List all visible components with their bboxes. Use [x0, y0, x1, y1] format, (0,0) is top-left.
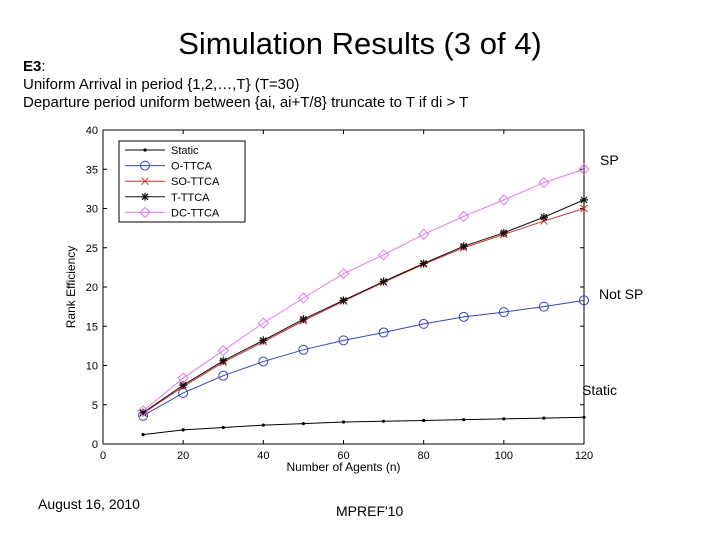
legend-entry: Static [171, 145, 199, 157]
data-point-static [261, 423, 265, 427]
experiment-label-line: E3: [23, 58, 468, 76]
data-point-static [422, 418, 426, 423]
arrival-description: Uniform Arrival in period {1,2,…,T} (T=3… [23, 76, 300, 93]
x-tick-label: 60 [337, 450, 349, 462]
data-point-t-ttca [259, 336, 268, 345]
y-tick-label: 10 [86, 361, 98, 373]
data-point-dc-ttca [538, 176, 550, 189]
footer-date: August 16, 2010 [38, 496, 140, 512]
data-point-static [221, 425, 225, 430]
data-point-o-ttca [538, 301, 549, 312]
departure-description: Departure period uniform between {ai, ai… [23, 94, 469, 111]
annotation-static: Static [582, 382, 618, 398]
data-point-dc-ttca [337, 267, 350, 280]
series-line-dc-ttca [142, 168, 585, 412]
y-tick-label: 15 [86, 321, 98, 333]
data-point-t-ttca [459, 242, 468, 251]
y-tick-label: 0 [92, 439, 98, 451]
data-point-o-ttca [258, 356, 269, 367]
data-point-o-ttca [338, 335, 349, 346]
y-tick-label: 25 [86, 243, 98, 255]
data-point-static [381, 419, 386, 423]
legend-marker [143, 148, 147, 152]
data-point-dc-ttca [297, 292, 310, 304]
data-point-t-ttca [419, 259, 428, 268]
data-point-o-ttca [418, 318, 429, 329]
data-point-dc-ttca [578, 163, 590, 175]
series-line-so-ttca [142, 208, 585, 414]
experiment-label: E3 [23, 58, 42, 75]
legend-entry: DC-TTCA [171, 207, 220, 219]
legend-marker [139, 206, 151, 219]
experiment-description: E3: Uniform Arrival in period {1,2,…,T} … [23, 58, 468, 112]
data-point-so-ttca [580, 204, 588, 213]
data-point-o-ttca [458, 311, 469, 322]
data-point-static [301, 421, 306, 426]
y-tick-label: 30 [86, 204, 98, 216]
legend-marker [141, 192, 149, 201]
slide-title: Simulation Results (3 of 4) [178, 26, 542, 61]
x-axis-label: Number of Agents (n) [286, 460, 400, 474]
data-point-static [141, 432, 145, 437]
data-point-static [341, 420, 346, 424]
x-tick-label: 100 [495, 450, 513, 462]
series-line-t-ttca [142, 199, 585, 414]
data-point-o-ttca [218, 370, 229, 381]
x-tick-label: 40 [257, 450, 269, 462]
x-tick-label: 80 [418, 450, 430, 462]
legend-entry: O-TTCA [171, 161, 213, 173]
footer-conference: MPREF'10 [336, 503, 404, 519]
y-tick-label: 5 [92, 400, 98, 412]
data-point-dc-ttca [137, 405, 149, 417]
data-point-t-ttca [179, 381, 188, 390]
data-point-t-ttca [580, 195, 588, 204]
data-point-dc-ttca [458, 210, 470, 223]
data-point-o-ttca [298, 344, 309, 355]
data-point-t-ttca [499, 228, 508, 237]
data-point-dc-ttca [417, 228, 430, 241]
series-line-static [143, 416, 585, 436]
data-point-dc-ttca [177, 372, 189, 384]
data-point-t-ttca [379, 277, 388, 286]
data-point-t-ttca [539, 213, 548, 222]
data-point-t-ttca [299, 315, 308, 324]
data-point-static [582, 415, 586, 419]
y-axis-label: Rank Efficiency [64, 246, 78, 328]
data-point-t-ttca [139, 408, 148, 417]
data-point-t-ttca [219, 356, 228, 365]
legend-entry: SO-TTCA [171, 176, 220, 188]
data-point-static [462, 418, 466, 422]
legend-entry: T-TTCA [171, 192, 210, 204]
data-point-static [502, 417, 506, 421]
data-point-static [181, 428, 185, 432]
x-tick-label: 0 [100, 450, 106, 462]
data-point-o-ttca [498, 307, 509, 318]
legend-marker [141, 177, 149, 186]
y-tick-label: 20 [86, 282, 98, 294]
y-tick-label: 35 [86, 164, 98, 176]
x-tick-label: 20 [177, 450, 189, 462]
data-point-dc-ttca [498, 194, 510, 206]
data-point-o-ttca [378, 327, 389, 338]
data-point-static [542, 416, 546, 420]
data-point-dc-ttca [217, 344, 229, 357]
data-point-t-ttca [339, 296, 348, 305]
legend-marker [140, 160, 150, 171]
series-line-o-ttca [142, 299, 585, 417]
experiment-label-colon: : [41, 58, 46, 75]
annotation-sp: SP [600, 152, 619, 168]
x-tick-label: 120 [575, 450, 593, 462]
data-point-o-ttca [579, 295, 589, 306]
y-tick-label: 40 [86, 125, 98, 137]
data-point-dc-ttca [257, 317, 270, 329]
annotation-not-sp: Not SP [599, 286, 644, 302]
data-point-dc-ttca [377, 249, 390, 261]
